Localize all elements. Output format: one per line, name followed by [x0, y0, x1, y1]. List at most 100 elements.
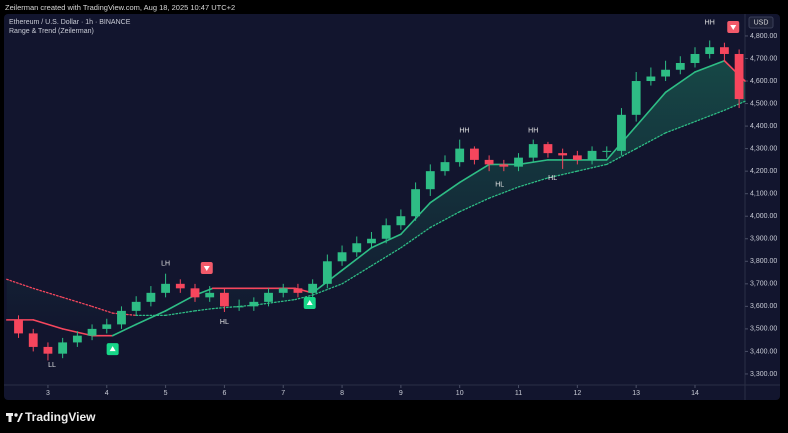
candle-body: [308, 283, 318, 293]
swing-label: LH: [161, 260, 170, 267]
swing-label: LL: [48, 362, 56, 369]
candle-body: [558, 153, 568, 156]
candle-body: [322, 261, 332, 284]
candle-body: [175, 283, 185, 289]
buy-signal: [106, 343, 119, 356]
y-tick-label: 4,300.00: [750, 145, 777, 152]
y-tick-label: 3,700.00: [750, 281, 777, 288]
trail-line: [370, 247, 402, 267]
trail-line: [164, 310, 196, 317]
header: Zeilerman created with TradingView.com, …: [5, 3, 235, 12]
y-tick-label: 4,000.00: [750, 213, 777, 220]
trail-line: [694, 109, 726, 123]
swing-label: HL: [548, 175, 557, 182]
y-tick-label: 3,900.00: [750, 236, 777, 243]
swing-label: HL: [495, 182, 504, 189]
swing-label: HH: [459, 127, 469, 134]
trail-line: [606, 147, 637, 166]
trail-line: [488, 186, 520, 199]
candle-body: [131, 301, 141, 311]
trail-line: [547, 170, 579, 179]
band-line: [341, 246, 373, 272]
candle-body: [43, 346, 53, 354]
candle-body: [631, 81, 641, 115]
x-tick-label: 5: [164, 390, 168, 397]
currency-box: [748, 16, 774, 29]
band-line: [694, 59, 726, 73]
y-tick-label: 4,700.00: [750, 55, 777, 62]
swing-label: HH: [705, 19, 715, 26]
candle-body: [440, 162, 450, 172]
candle-body: [205, 292, 215, 298]
candle-body: [264, 292, 273, 302]
trail-line: [664, 120, 696, 134]
x-tick-label: 9: [399, 390, 403, 397]
candle-body: [220, 292, 229, 307]
candle-body: [146, 292, 156, 302]
candle-body: [381, 225, 391, 239]
candle-body: [720, 47, 729, 54]
x-tick-label: 7: [281, 390, 285, 397]
candle-body: [602, 150, 612, 152]
candle-body: [352, 243, 362, 253]
plot: LL LH HL HH HL HH HL HH: [5, 19, 746, 369]
candle-body: [484, 159, 494, 165]
band-line: [111, 323, 137, 337]
candle-body: [646, 76, 656, 82]
y-tick-label: 3,300.00: [750, 371, 777, 378]
y-tick-label: 4,200.00: [750, 168, 777, 175]
trail-line: [341, 265, 373, 285]
band-line: [517, 159, 549, 166]
y-tick-label: 4,800.00: [750, 33, 777, 40]
candle-body: [87, 328, 97, 336]
candle-body: [470, 148, 479, 160]
candle-body: [117, 310, 126, 325]
sell-signal: [200, 262, 213, 275]
candle-body: [278, 288, 288, 293]
trail-line: [429, 211, 461, 229]
band-line: [135, 310, 167, 326]
candle-body: [617, 114, 626, 151]
candle-body: [734, 53, 744, 100]
y-tick-label: 4,400.00: [750, 123, 777, 130]
currency: USD: [754, 19, 769, 26]
sell-signal: [727, 20, 740, 33]
x-tick-label: 8: [340, 390, 344, 397]
candle-body: [514, 157, 523, 167]
trail-line: [61, 296, 93, 308]
x-tick-label: 13: [632, 390, 640, 397]
candle-body: [72, 335, 82, 343]
candle-body: [690, 53, 700, 63]
candle-body: [28, 333, 38, 347]
trail-line: [253, 298, 296, 306]
trail-line: [91, 305, 114, 314]
trail-line: [723, 100, 746, 111]
candle-body: [14, 319, 23, 334]
trail-line: [400, 226, 431, 249]
trail-line: [576, 163, 608, 172]
candle-body: [455, 148, 465, 163]
candle-body: [543, 144, 553, 154]
y-tick-label: 3,800.00: [750, 258, 777, 265]
buy-signal: [303, 296, 316, 309]
x-tick-label: 11: [515, 390, 522, 397]
trail-line: [635, 132, 667, 150]
candle-body: [499, 164, 509, 167]
x-tick-label: 3: [46, 390, 50, 397]
footer-brand: TradingView: [25, 410, 96, 424]
logo: [6, 413, 23, 422]
candle-body: [705, 47, 715, 54]
signal-arrow: [203, 266, 210, 272]
band-line: [458, 163, 490, 184]
trail-line: [194, 307, 214, 312]
y-tick-label: 3,400.00: [750, 348, 777, 355]
signal-arrow: [730, 24, 737, 30]
indicator-name: Range & Trend (Zeilerman): [9, 28, 94, 35]
candle-body: [102, 324, 112, 329]
y-tick-label: 4,600.00: [750, 78, 777, 85]
candle-body: [425, 171, 435, 190]
chart-title: Ethereum / U.S. Dollar · 1h · BINANCE: [9, 19, 131, 26]
candle-body: [572, 155, 582, 160]
